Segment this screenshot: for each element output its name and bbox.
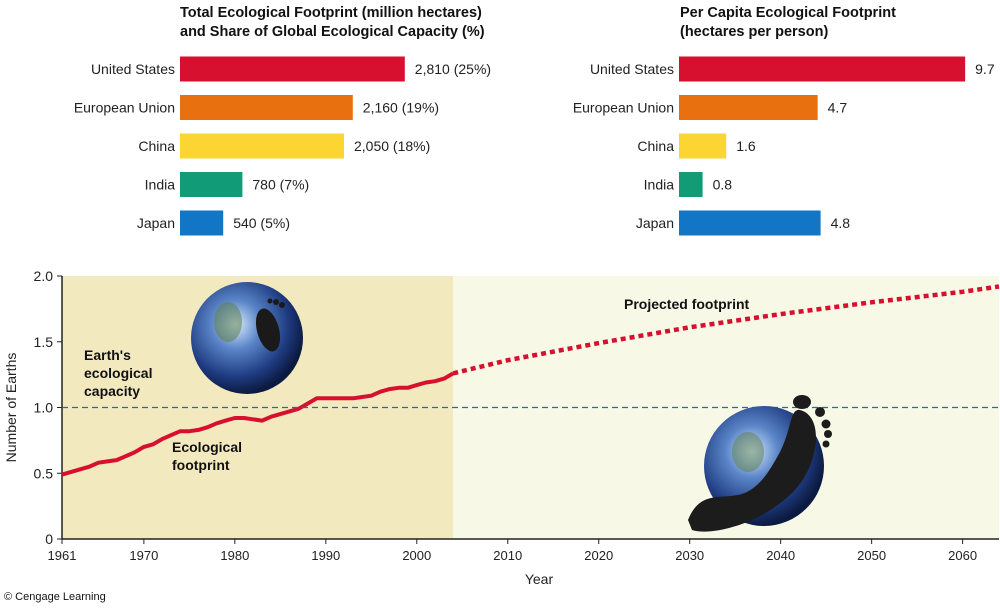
earths-line-chart: 0 0.5 1.0 1.5 2.0 1961 1970 1980 1990 2000 2010 202… <box>3 268 1000 587</box>
bar-data-label: 2,160 (19%) <box>363 100 439 116</box>
toe-icon <box>815 407 825 417</box>
bar-japan <box>679 210 821 236</box>
bar-data-label: 2,050 (18%) <box>354 138 430 154</box>
bar-category-label: European Union <box>573 100 674 116</box>
globe-land-shape <box>732 432 764 472</box>
bar-category-label: Japan <box>636 215 674 231</box>
x-tick-label: 1970 <box>129 548 158 563</box>
toe-icon <box>824 430 832 438</box>
y-axis-label: Number of Earths <box>3 353 19 463</box>
x-tick-label: 1990 <box>311 548 340 563</box>
bar-data-label: 1.6 <box>736 138 756 154</box>
bar-category-label: Japan <box>137 215 175 231</box>
series-line-ecological-footprint <box>61 371 455 477</box>
bar-category-label: China <box>637 138 674 154</box>
bar-european-union <box>180 95 353 120</box>
per-capita-footprint-bar-chart: Per Capita Ecological Footprint (hectares… <box>573 5 995 236</box>
y-tick-label: 2.0 <box>34 268 54 284</box>
big-footprint-icon <box>688 409 816 532</box>
x-tick-label: 1980 <box>220 548 249 563</box>
toe-icon <box>279 302 285 308</box>
credit-label: © Cengage Learning <box>4 591 106 603</box>
x-tick-label: 2000 <box>402 548 431 563</box>
toe-icon <box>267 298 273 304</box>
footprint-icon <box>255 308 281 352</box>
toe-icon <box>822 440 830 448</box>
annotation-projected: Projected footprint <box>624 296 750 312</box>
x-axis-label: Year <box>525 571 554 587</box>
toe-icon <box>273 299 279 305</box>
globe-illustration-1 <box>191 282 303 394</box>
bar-data-label: 0.8 <box>713 177 733 193</box>
bar-india <box>679 172 703 197</box>
y-tick-label: 1.0 <box>34 400 54 416</box>
bar-european-union <box>679 95 818 120</box>
bar-china <box>180 133 344 159</box>
x-tick-label: 2020 <box>584 548 613 563</box>
annotation-footprint: Ecological footprint <box>172 439 242 473</box>
x-tick-label: 2040 <box>766 548 795 563</box>
toe-icon <box>821 419 831 429</box>
x-tick-label: 2060 <box>948 548 977 563</box>
bar-chart-title: Per Capita Ecological Footprint (hectares… <box>680 5 896 40</box>
bar-category-label: United States <box>91 61 175 77</box>
bar-data-label: 4.8 <box>831 215 851 231</box>
x-tick-label: 1961 <box>48 548 77 563</box>
x-tick-label: 2030 <box>675 548 704 563</box>
bar-united-states <box>180 56 405 82</box>
bar-chart-title: Total Ecological Footprint (million hect… <box>180 5 485 40</box>
bar-india <box>180 172 243 197</box>
bar-data-label: 2,810 (25%) <box>415 61 491 77</box>
y-tick-label: 0 <box>45 531 53 547</box>
bar-category-label: European Union <box>74 100 175 116</box>
total-footprint-bar-chart: Total Ecological Footprint (million hect… <box>74 5 491 236</box>
globe-land-shape <box>214 302 242 342</box>
x-tick-label: 2050 <box>857 548 886 563</box>
bar-category-label: India <box>145 177 176 193</box>
bar-china <box>679 133 727 159</box>
bar-data-label: 4.7 <box>828 100 848 116</box>
x-tick-label: 2010 <box>493 548 522 563</box>
y-tick-label: 1.5 <box>34 334 54 350</box>
y-tick-label: 0.5 <box>34 465 54 481</box>
bar-category-label: United States <box>590 61 674 77</box>
bar-data-label: 9.7 <box>975 61 995 77</box>
bar-data-label: 540 (5%) <box>233 215 290 231</box>
bar-japan <box>180 210 224 236</box>
bar-category-label: India <box>644 177 675 193</box>
bar-data-label: 780 (7%) <box>252 177 309 193</box>
bar-united-states <box>679 56 966 82</box>
annotation-capacity: Earth's ecological capacity <box>84 347 152 399</box>
bar-category-label: China <box>138 138 175 154</box>
toe-icon <box>793 395 811 409</box>
